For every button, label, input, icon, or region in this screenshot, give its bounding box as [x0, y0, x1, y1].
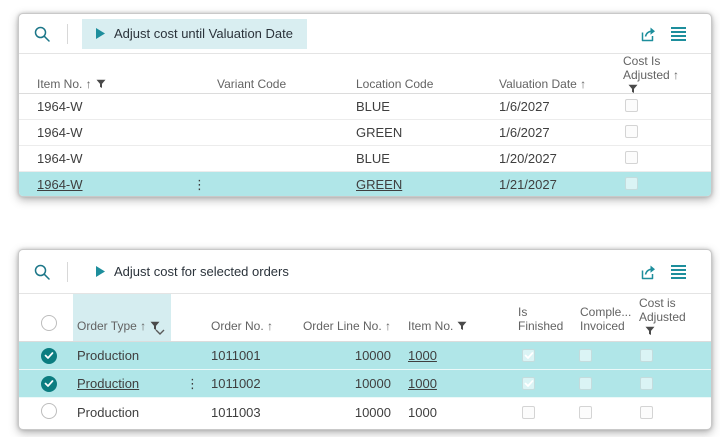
table-row-selected[interactable]: Production 1011002 10000 1000 ⋮ — [19, 370, 711, 398]
cost-is-adjusted-checkbox[interactable] — [640, 349, 653, 362]
toolbar-panel2: Adjust cost for selected orders — [19, 250, 711, 294]
order-line-no-cell[interactable]: 10000 — [354, 348, 391, 363]
column-header-completely-invoiced[interactable]: Comple... Invoiced — [580, 305, 632, 333]
item-no-cell[interactable]: 1000 — [408, 404, 437, 420]
valuation-date-list-panel: Adjust cost until Valuation Date Item No… — [18, 13, 712, 197]
adjust-cost-for-selected-orders-action[interactable]: Adjust cost for selected orders — [82, 257, 303, 287]
order-no-cell[interactable]: 1011001 — [211, 348, 261, 363]
search-icon[interactable] — [34, 26, 50, 42]
select-all-circle[interactable] — [41, 315, 57, 331]
is-finished-checkbox[interactable] — [522, 349, 535, 362]
play-icon — [96, 266, 105, 277]
cost-is-adjusted-checkbox[interactable] — [625, 150, 638, 164]
valuation-date-cell[interactable]: 1/6/2027 — [499, 125, 550, 140]
column-header-cost-is-adjusted[interactable]: Cost is Adjusted — [615, 296, 689, 341]
cost-is-adjusted-checkbox[interactable] — [625, 176, 638, 190]
row-selected-check-circle[interactable] — [41, 375, 57, 392]
cost-is-adjusted-checkbox[interactable] — [625, 124, 638, 138]
row-select-circle[interactable] — [41, 402, 57, 419]
selected-orders-list-panel: Adjust cost for selected orders Order Ty… — [18, 249, 712, 430]
column-header-cost-is-adjusted[interactable]: Cost Is Adjusted ↑ — [623, 54, 689, 99]
table-row[interactable]: 1964-W GREEN 1/6/2027 — [19, 120, 711, 146]
adjust-cost-until-valuation-date-action[interactable]: Adjust cost until Valuation Date — [82, 18, 307, 49]
action-label: Adjust cost until Valuation Date — [114, 26, 293, 41]
location-code-link[interactable]: GREEN — [356, 177, 403, 192]
item-no-cell[interactable]: 1964-W — [37, 151, 83, 166]
cost-is-adjusted-checkbox[interactable] — [640, 377, 653, 390]
filter-icon — [457, 320, 467, 330]
item-no-cell[interactable]: 1964-W — [37, 99, 83, 114]
filter-icon — [628, 83, 638, 93]
is-finished-checkbox[interactable] — [522, 405, 535, 419]
show-list-icon[interactable] — [670, 264, 687, 280]
column-header-is-finished[interactable]: Is Finished — [518, 305, 564, 333]
is-finished-checkbox[interactable] — [522, 377, 535, 390]
column-header-order-no[interactable]: Order No. ↑ — [211, 319, 274, 333]
table-row[interactable]: 1964-W BLUE 1/20/2027 — [19, 146, 711, 172]
order-type-link[interactable]: Production — [77, 376, 140, 391]
toolbar-divider — [67, 23, 68, 44]
order-no-cell[interactable]: 1011002 — [211, 376, 261, 391]
completely-invoiced-checkbox[interactable] — [579, 349, 592, 362]
search-icon[interactable] — [34, 264, 50, 280]
item-no-link[interactable]: 1000 — [408, 376, 437, 391]
order-no-cell[interactable]: 1011003 — [211, 404, 261, 420]
valuation-date-cell[interactable]: 1/21/2027 — [499, 177, 557, 192]
column-header-valuation-date[interactable]: Valuation Date ↑ — [499, 77, 587, 91]
item-no-link[interactable]: 1000 — [408, 348, 437, 363]
valuation-date-cell[interactable]: 1/6/2027 — [499, 99, 550, 114]
action-label: Adjust cost for selected orders — [114, 264, 289, 279]
location-code-cell[interactable]: BLUE — [356, 151, 390, 166]
column-header-variant-code[interactable]: Variant Code — [217, 77, 287, 91]
column-header-order-line-no[interactable]: Order Line No. ↑ — [302, 319, 391, 333]
table-row[interactable]: Production 1011003 10000 1000 — [19, 398, 711, 426]
row-menu-ellipsis-icon[interactable]: ⋮ — [186, 375, 199, 391]
column-header-location-code[interactable]: Location Code — [356, 77, 434, 91]
location-code-cell[interactable]: BLUE — [356, 99, 390, 114]
table-header-panel1: Item No. ↑ Variant Code Location Code Va… — [19, 54, 711, 94]
column-header-item-no[interactable]: Item No. ↑ — [37, 77, 217, 99]
filter-icon — [645, 325, 655, 335]
cost-is-adjusted-checkbox[interactable] — [625, 98, 638, 112]
table-row[interactable]: 1964-W BLUE 1/6/2027 — [19, 94, 711, 120]
select-all-cell — [37, 315, 73, 341]
item-no-link[interactable]: 1964-W — [37, 177, 83, 192]
completely-invoiced-checkbox[interactable] — [579, 377, 592, 390]
column-header-item-no[interactable]: Item No. — [391, 319, 501, 341]
order-line-no-cell[interactable]: 10000 — [354, 376, 391, 391]
share-icon[interactable] — [639, 264, 656, 280]
row-menu-ellipsis-icon[interactable]: ⋮ — [193, 176, 206, 192]
location-code-cell[interactable]: GREEN — [356, 125, 403, 140]
filter-icon — [96, 78, 106, 88]
cost-is-adjusted-checkbox[interactable] — [640, 405, 653, 419]
row-selected-check-circle[interactable] — [41, 347, 57, 364]
show-list-icon[interactable] — [670, 26, 687, 42]
valuation-date-cell[interactable]: 1/20/2027 — [499, 151, 557, 166]
table-row-selected[interactable]: 1964-W GREEN 1/21/2027 ⋮ — [19, 172, 711, 196]
chevron-down-icon[interactable] — [155, 324, 165, 335]
toolbar-divider — [67, 261, 68, 282]
item-no-cell[interactable]: 1964-W — [37, 125, 83, 140]
table-row-selected[interactable]: Production 1011001 10000 1000 — [19, 342, 711, 370]
table-header-panel2: Order Type ↑ Order No. ↑ Order Line No. … — [19, 294, 711, 342]
order-type-cell[interactable]: Production — [77, 404, 140, 420]
share-icon[interactable] — [639, 26, 656, 42]
order-line-no-cell[interactable]: 10000 — [354, 404, 391, 420]
play-icon — [96, 28, 105, 39]
completely-invoiced-checkbox[interactable] — [579, 405, 592, 419]
order-type-cell[interactable]: Production — [77, 348, 140, 363]
toolbar-panel1: Adjust cost until Valuation Date — [19, 14, 711, 54]
column-header-order-type[interactable]: Order Type ↑ — [73, 294, 171, 341]
